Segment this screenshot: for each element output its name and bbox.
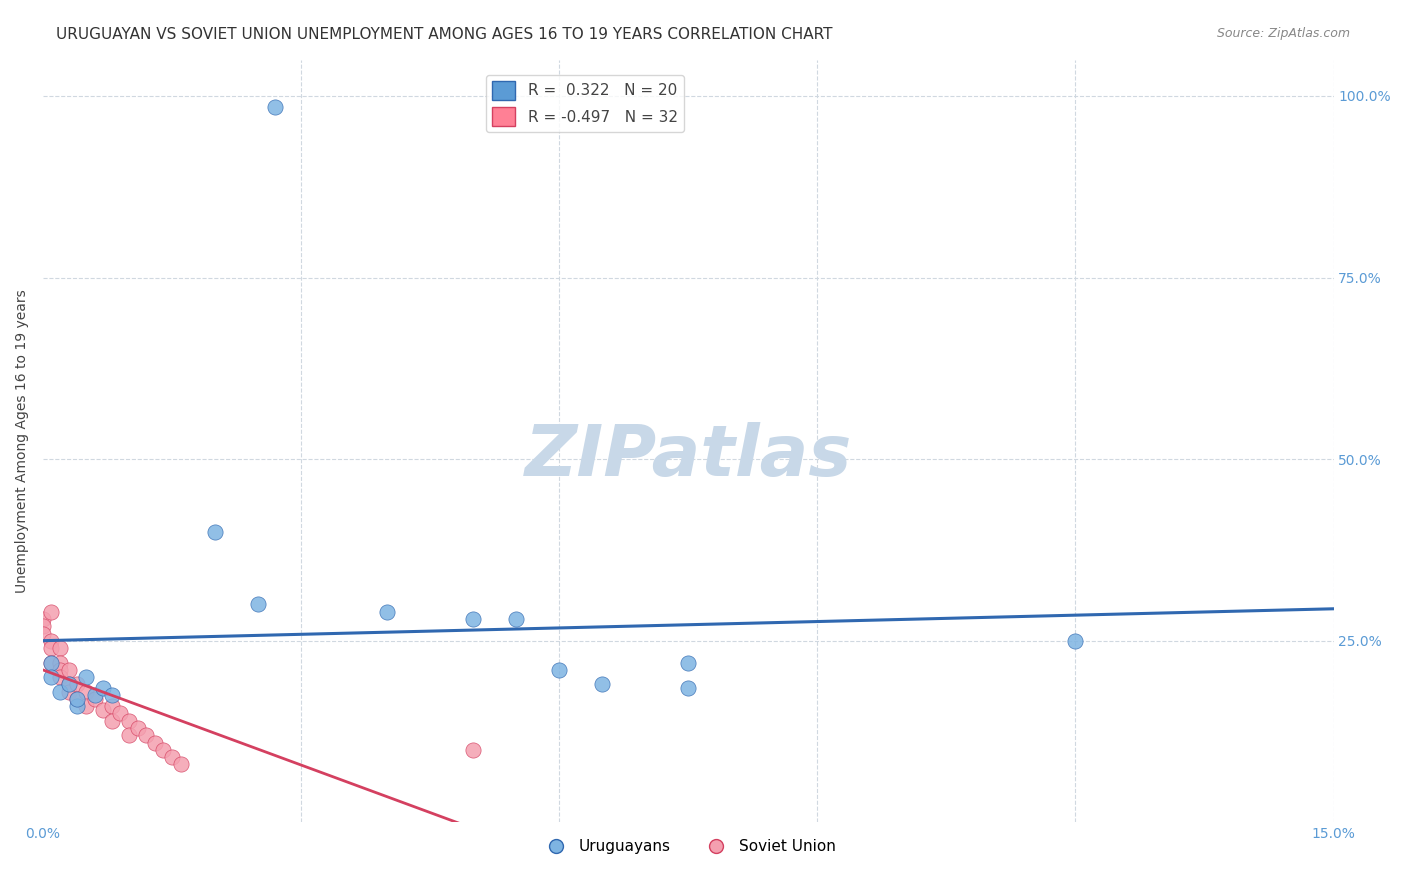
Point [75, 670, 97, 684]
Point [100, 689, 122, 703]
Point [32, 626, 55, 640]
Point [676, 681, 699, 695]
Point [375, 605, 398, 619]
Point [591, 677, 613, 691]
Point [32, 612, 55, 626]
Point [41, 670, 63, 684]
Point [110, 706, 132, 721]
Point [58, 684, 80, 698]
Point [548, 663, 571, 677]
Point [100, 699, 122, 714]
Y-axis label: Unemployment Among Ages 16 to 19 years: Unemployment Among Ages 16 to 19 years [15, 289, 30, 593]
Point [49, 670, 72, 684]
Point [83, 689, 105, 703]
Point [49, 656, 72, 670]
Legend: R =  0.322   N = 20, R = -0.497   N = 32: R = 0.322 N = 20, R = -0.497 N = 32 [486, 75, 683, 132]
Point [58, 663, 80, 677]
Point [118, 714, 141, 728]
Point [100, 714, 122, 728]
Point [505, 612, 527, 626]
Point [461, 743, 484, 757]
Point [41, 641, 63, 656]
Point [41, 633, 63, 648]
Point [135, 728, 157, 742]
Point [66, 699, 89, 714]
Point [75, 684, 97, 698]
Point [160, 750, 183, 764]
Point [41, 605, 63, 619]
Point [32, 619, 55, 633]
Point [152, 743, 174, 757]
Point [58, 677, 80, 691]
Point [91, 703, 114, 717]
Point [66, 677, 89, 691]
Point [66, 692, 89, 706]
Point [264, 100, 287, 114]
Text: Source: ZipAtlas.com: Source: ZipAtlas.com [1216, 27, 1350, 40]
Point [204, 524, 226, 539]
Point [91, 681, 114, 695]
Point [66, 692, 89, 706]
Point [49, 641, 72, 656]
Point [676, 656, 699, 670]
Point [127, 721, 149, 735]
Text: URUGUAYAN VS SOVIET UNION UNEMPLOYMENT AMONG AGES 16 TO 19 YEARS CORRELATION CHA: URUGUAYAN VS SOVIET UNION UNEMPLOYMENT A… [56, 27, 832, 42]
Point [461, 612, 484, 626]
Point [75, 699, 97, 714]
Point [143, 735, 166, 749]
Point [1064, 633, 1087, 648]
Point [41, 656, 63, 670]
Point [246, 598, 269, 612]
Point [83, 692, 105, 706]
Point [41, 656, 63, 670]
Point [58, 677, 80, 691]
Point [49, 663, 72, 677]
Point [169, 757, 191, 772]
Point [118, 728, 141, 742]
Point [49, 684, 72, 698]
Text: ZIPatlas: ZIPatlas [524, 422, 852, 491]
